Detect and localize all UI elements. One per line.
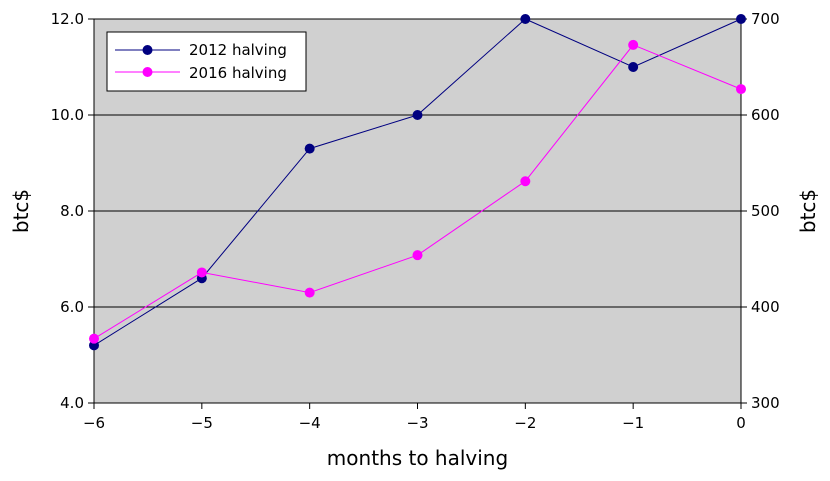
data-point-2012-halving	[736, 14, 746, 24]
data-point-2016-halving	[628, 39, 639, 50]
data-point-2012-halving	[412, 110, 423, 120]
tick-labels: 4.0 6.0 8.0 10.0 12.0 300 400 500 600 700 −6 −5 −4 −3…	[51, 10, 780, 432]
y-left-tick-label: 8.0	[60, 202, 84, 220]
y-left-tick-label: 10.0	[51, 106, 84, 124]
tick-marks	[88, 18, 747, 409]
data-point-2012-halving	[520, 14, 531, 24]
y-right-tick-label: 400	[751, 298, 780, 316]
x-tick-label: −4	[299, 414, 321, 432]
x-tick-label: −6	[83, 414, 105, 432]
x-axis-title: months to halving	[327, 446, 508, 470]
x-tick-label: 0	[736, 414, 746, 432]
y-right-tick-label: 300	[751, 394, 780, 412]
y-left-tick-label: 6.0	[60, 298, 84, 316]
y-right-tick-label: 700	[751, 10, 780, 28]
legend: 2012 halving 2016 halving	[106, 31, 307, 92]
data-point-2012-halving	[304, 143, 315, 154]
y-axis-title-left: btc$	[9, 189, 33, 233]
legend-marker-2012	[142, 45, 153, 55]
y-axis-title-right: btc$	[796, 189, 820, 233]
data-point-2012-halving	[628, 62, 639, 72]
x-tick-label: −3	[406, 414, 428, 432]
data-point-2016-halving	[520, 176, 531, 187]
y-left-tick-label: 4.0	[60, 394, 84, 412]
data-point-2016-halving	[412, 250, 423, 261]
y-right-tick-label: 500	[751, 202, 780, 220]
data-point-2016-halving	[196, 267, 207, 278]
legend-label-2016: 2016 halving	[189, 64, 287, 82]
data-point-2016-halving	[304, 287, 315, 298]
data-point-2016-halving	[736, 84, 746, 95]
x-tick-label: −1	[622, 414, 644, 432]
series-layer	[89, 14, 746, 351]
x-tick-label: −2	[514, 414, 536, 432]
x-tick-label: −5	[191, 414, 213, 432]
y-right-tick-label: 600	[751, 106, 780, 124]
legend-box	[106, 31, 307, 92]
legend-marker-2016	[142, 67, 153, 77]
data-point-2016-halving	[89, 333, 99, 344]
legend-label-2012: 2012 halving	[189, 41, 287, 59]
y-left-tick-label: 12.0	[51, 10, 84, 28]
